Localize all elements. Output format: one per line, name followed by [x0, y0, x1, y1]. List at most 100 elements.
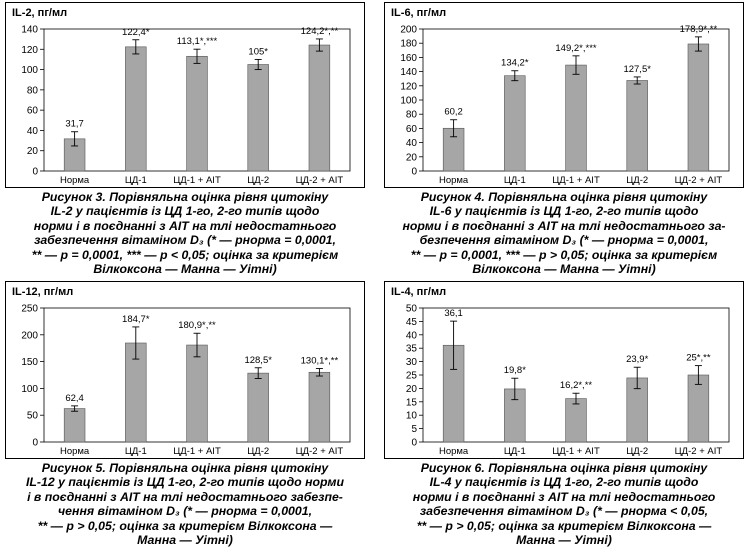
y-tick-label: 80 [406, 110, 418, 121]
bar [247, 372, 269, 443]
data-label: 128,5* [244, 355, 272, 366]
y-tick-label: 100 [21, 65, 38, 76]
y-tick-label: 30 [406, 357, 418, 368]
bar [504, 75, 526, 172]
unit-label: IL-12, пг/мл [12, 286, 73, 298]
caption-line: Манна — Уітні) [137, 533, 233, 548]
category-label: ЦД-2 [626, 175, 648, 186]
figure-caption-3: Рисунок 3. Порівняльна оцінка рівня цито… [5, 190, 365, 276]
caption-line: Рисунок 5. Порівняльна оцінка рівня цито… [41, 461, 329, 475]
y-tick-label: 180 [400, 39, 417, 50]
y-tick-label: 15 [406, 397, 418, 408]
y-tick-label: 250 [21, 304, 38, 315]
data-label: 122,4* [122, 27, 150, 38]
caption-line: забезпечення вітаміном D₃ (* — pнорма = … [34, 233, 336, 248]
chart-frame: IL-6, пг/мл 0 20 40 60 80 100 120 140 160 180 200 60… [384, 2, 744, 188]
y-tick-label: 0 [32, 438, 38, 449]
data-label: 180,9*,** [178, 320, 216, 331]
data-label: 60,2 [444, 107, 463, 118]
bar [125, 46, 147, 172]
y-tick-label: 25 [406, 371, 418, 382]
bar [308, 44, 331, 172]
category-label: ЦД-2 [247, 446, 269, 457]
caption-line: ** — p > 0,05; оцінка за критерієм Вілко… [37, 518, 333, 533]
data-label: 36,1 [444, 308, 463, 319]
data-label: 105* [248, 46, 268, 57]
category-label: ЦД-2 [626, 446, 648, 457]
caption-line: норми і в поєднанні з АІТ на тлі недоста… [402, 218, 726, 233]
y-tick-label: 0 [32, 167, 38, 178]
caption-line: Вілкоксона — Манна — Уітні) [472, 262, 656, 277]
y-tick-label: 0 [411, 438, 417, 449]
y-tick-label: 20 [406, 384, 418, 395]
category-label: ЦД-1 + АІТ [552, 446, 600, 457]
caption-line: Рисунок 3. Порівняльна оцінка рівня цито… [41, 190, 329, 204]
data-label: 31,7 [65, 119, 84, 130]
bar [63, 408, 86, 443]
data-label: 113,1*,*** [177, 36, 218, 47]
chart-frame: IL-12, пг/мл 0 50 100 150 200 250 62,4 Норма 184,… [5, 281, 365, 459]
category-label: ЦД-2 + АІТ [675, 446, 723, 457]
chart-svg-il12: IL-12, пг/мл 0 50 100 150 200 250 62,4 Норма 184,… [12, 286, 351, 457]
y-tick-label: 150 [21, 357, 38, 368]
figure-caption-6: Рисунок 6. Порівняльна оцінка рівня цито… [384, 461, 744, 547]
category-label: ЦД-2 + АІТ [675, 175, 723, 186]
panel-il2: IL-2, пг/мл 0 20 40 60 80 100 120 140 31,7 Норма 12… [5, 2, 365, 276]
chart-svg-il4: IL-4, пг/мл 0 5 10 15 20 25 30 35 40 45 50 36,1 Норма… [391, 286, 730, 457]
caption-line: IL-12 у пацієнтів із ЦД 1-го, 2-го типів… [26, 475, 344, 490]
category-label: Норма [60, 446, 90, 457]
caption-line: IL-2 у пацієнтів із ЦД 1-го, 2-го типів … [50, 204, 320, 219]
category-label: ЦД-1 [504, 446, 526, 457]
bar [687, 43, 710, 172]
data-label: 23,9* [626, 354, 648, 365]
y-tick-label: 35 [406, 344, 418, 355]
y-tick-label: 40 [406, 330, 418, 341]
y-tick-label: 140 [21, 25, 38, 36]
unit-label: IL-6, пг/мл [391, 7, 446, 19]
y-tick-label: 200 [21, 330, 38, 341]
caption-line: норми і в поєднанні з АІТ на тлі недоста… [412, 489, 716, 504]
data-label: 127,5* [623, 64, 651, 75]
bar [687, 374, 710, 443]
chart-svg-il6: IL-6, пг/мл 0 20 40 60 80 100 120 140 160 180 200 60… [391, 7, 730, 186]
category-label: ЦД-2 + АІТ [296, 446, 344, 457]
caption-line: Вілкоксона — Манна — Уітні) [93, 262, 277, 277]
panel-il12: IL-12, пг/мл 0 50 100 150 200 250 62,4 Норма 184,… [5, 281, 365, 547]
category-label: ЦД-1 + АІТ [173, 446, 221, 457]
y-tick-label: 80 [27, 85, 39, 96]
y-tick-label: 60 [27, 106, 39, 117]
data-label: 19,8* [504, 365, 526, 376]
y-tick-label: 120 [21, 45, 38, 56]
data-label: 16,2*,** [560, 380, 593, 391]
category-label: Норма [439, 175, 469, 186]
data-label: 149,2*,*** [555, 43, 597, 54]
y-tick-label: 50 [406, 304, 418, 315]
bar [565, 398, 587, 443]
caption-line: норми і в поєднанні з АІТ на тлі недоста… [33, 218, 337, 233]
unit-label: IL-4, пг/мл [391, 286, 446, 298]
y-tick-label: 100 [21, 384, 38, 395]
caption-line: Рисунок 4. Порівняльна оцінка рівня цито… [420, 190, 708, 204]
caption-line: чення вітаміном D₃ (* — pнорма = 0,0001, [58, 504, 312, 519]
bar [186, 344, 208, 443]
category-label: ЦД-1 + АІТ [173, 175, 221, 186]
figure-caption-4: Рисунок 4. Порівняльна оцінка рівня цито… [384, 190, 744, 276]
y-tick-label: 120 [400, 81, 417, 92]
bar [186, 55, 208, 172]
category-label: ЦД-1 + АІТ [552, 175, 600, 186]
unit-label: IL-2, пг/мл [12, 7, 67, 19]
panel-il4: IL-4, пг/мл 0 5 10 15 20 25 30 35 40 45 50 36,1 Норма… [384, 281, 744, 547]
data-label: 134,2* [501, 58, 529, 69]
caption-line: ** — p = 0,0001, *** — p < 0,05; оцінка … [31, 247, 339, 262]
y-tick-label: 0 [411, 167, 417, 178]
category-label: ЦД-1 [125, 175, 147, 186]
category-label: Норма [439, 446, 469, 457]
bar [626, 80, 648, 172]
caption-line: забезпечення вітаміном D₃ (* — pнорма < … [419, 504, 709, 519]
y-tick-label: 45 [406, 317, 418, 328]
chart-svg-il2: IL-2, пг/мл 0 20 40 60 80 100 120 140 31,7 Норма 12… [12, 7, 351, 186]
y-tick-label: 20 [406, 152, 418, 163]
data-label: 184,7* [122, 314, 150, 325]
caption-line: безпечення вітаміном D₃ (* — pнорма = 0,… [419, 233, 709, 248]
category-label: ЦД-1 [125, 446, 147, 457]
